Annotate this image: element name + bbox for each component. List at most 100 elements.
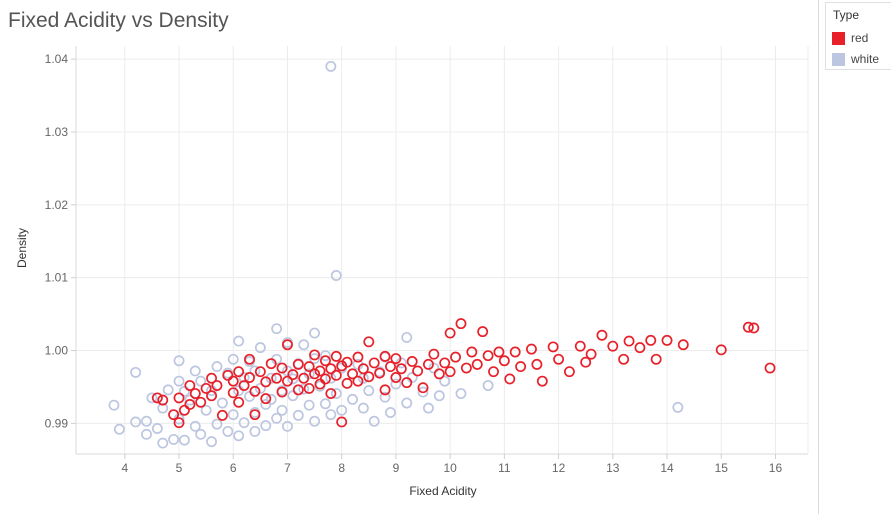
point-white[interactable] [265,393,277,405]
point-white[interactable] [385,407,396,418]
point-red[interactable] [211,380,223,391]
point-white[interactable] [206,436,218,448]
point-white[interactable] [439,375,451,387]
point-red[interactable] [233,396,245,408]
point-white[interactable] [189,365,201,377]
point-red[interactable] [596,329,608,341]
point-white[interactable] [141,428,152,440]
point-white[interactable] [319,350,331,362]
point-red[interactable] [390,353,402,365]
point-red[interactable] [509,346,521,358]
point-red[interactable] [260,376,272,388]
point-white[interactable] [254,342,266,354]
point-white[interactable] [330,388,342,399]
point-white[interactable] [417,386,429,398]
point-white[interactable] [195,428,207,440]
point-red[interactable] [439,357,451,369]
point-white[interactable] [379,391,391,403]
point-white[interactable] [173,355,185,367]
point-white[interactable] [672,401,684,413]
point-red[interactable] [374,367,386,379]
point-white[interactable] [151,423,163,434]
point-red[interactable] [227,387,239,399]
point-red[interactable] [292,384,304,396]
point-red[interactable] [352,351,364,363]
point-white[interactable] [238,417,250,429]
point-white[interactable] [455,388,467,399]
point-white[interactable] [130,366,142,378]
point-white[interactable] [184,394,196,406]
point-red[interactable] [661,334,673,346]
point-white[interactable] [178,385,190,397]
point-white[interactable] [260,420,272,432]
point-red[interactable] [650,353,662,365]
point-red[interactable] [287,369,299,381]
point-white[interactable] [303,399,315,411]
point-red[interactable] [151,392,163,404]
point-white[interactable] [195,375,207,387]
point-white[interactable] [336,404,348,416]
point-red[interactable] [352,375,364,387]
point-red[interactable] [488,366,499,378]
point-red[interactable] [309,368,321,380]
point-red[interactable] [618,353,630,365]
point-white[interactable] [233,430,245,442]
point-white[interactable] [325,60,337,72]
point-red[interactable] [580,356,592,368]
point-red[interactable] [271,372,283,384]
point-red[interactable] [515,361,527,373]
point-white[interactable] [189,420,201,432]
point-white[interactable] [287,373,299,385]
point-red[interactable] [173,392,185,404]
legend-item-red[interactable]: red [832,30,868,46]
point-white[interactable] [168,433,180,445]
point-red[interactable] [563,366,575,378]
point-red[interactable] [184,380,196,391]
point-white[interactable] [428,362,440,374]
point-white[interactable] [287,390,299,402]
point-red[interactable] [477,326,489,338]
point-white[interactable] [271,323,283,335]
point-white[interactable] [433,390,445,402]
point-white[interactable] [216,397,228,409]
point-red[interactable] [401,377,413,389]
point-red[interactable] [450,351,462,363]
point-red[interactable] [303,361,315,373]
point-white[interactable] [368,415,380,427]
point-white[interactable] [244,390,255,402]
point-white[interactable] [325,409,337,421]
point-red[interactable] [195,396,207,408]
point-red[interactable] [347,368,358,380]
point-red[interactable] [715,344,727,356]
point-white[interactable] [282,365,293,377]
point-red[interactable] [265,358,277,370]
point-red[interactable] [531,358,543,370]
point-white[interactable] [162,384,174,396]
point-red[interactable] [254,366,266,378]
point-red[interactable] [482,350,494,362]
point-white[interactable] [157,402,169,414]
point-white[interactable] [363,385,375,397]
point-red[interactable] [206,372,218,384]
point-white[interactable] [249,425,261,437]
point-white[interactable] [233,335,245,347]
point-white[interactable] [276,404,288,416]
point-red[interactable] [206,390,218,402]
point-white[interactable] [113,423,125,435]
point-red[interactable] [368,357,380,369]
point-white[interactable] [401,331,413,343]
point-red[interactable] [748,322,760,334]
point-red[interactable] [585,348,597,360]
point-white[interactable] [141,415,152,427]
point-white[interactable] [309,415,321,427]
point-white[interactable] [173,375,185,387]
point-red[interactable] [433,368,445,380]
point-white[interactable] [309,353,321,365]
point-red[interactable] [764,362,776,374]
point-white[interactable] [347,393,358,405]
point-red[interactable] [412,365,424,377]
point-white[interactable] [227,353,239,365]
point-red[interactable] [742,321,754,333]
point-red[interactable] [677,339,689,351]
point-red[interactable] [260,393,272,405]
